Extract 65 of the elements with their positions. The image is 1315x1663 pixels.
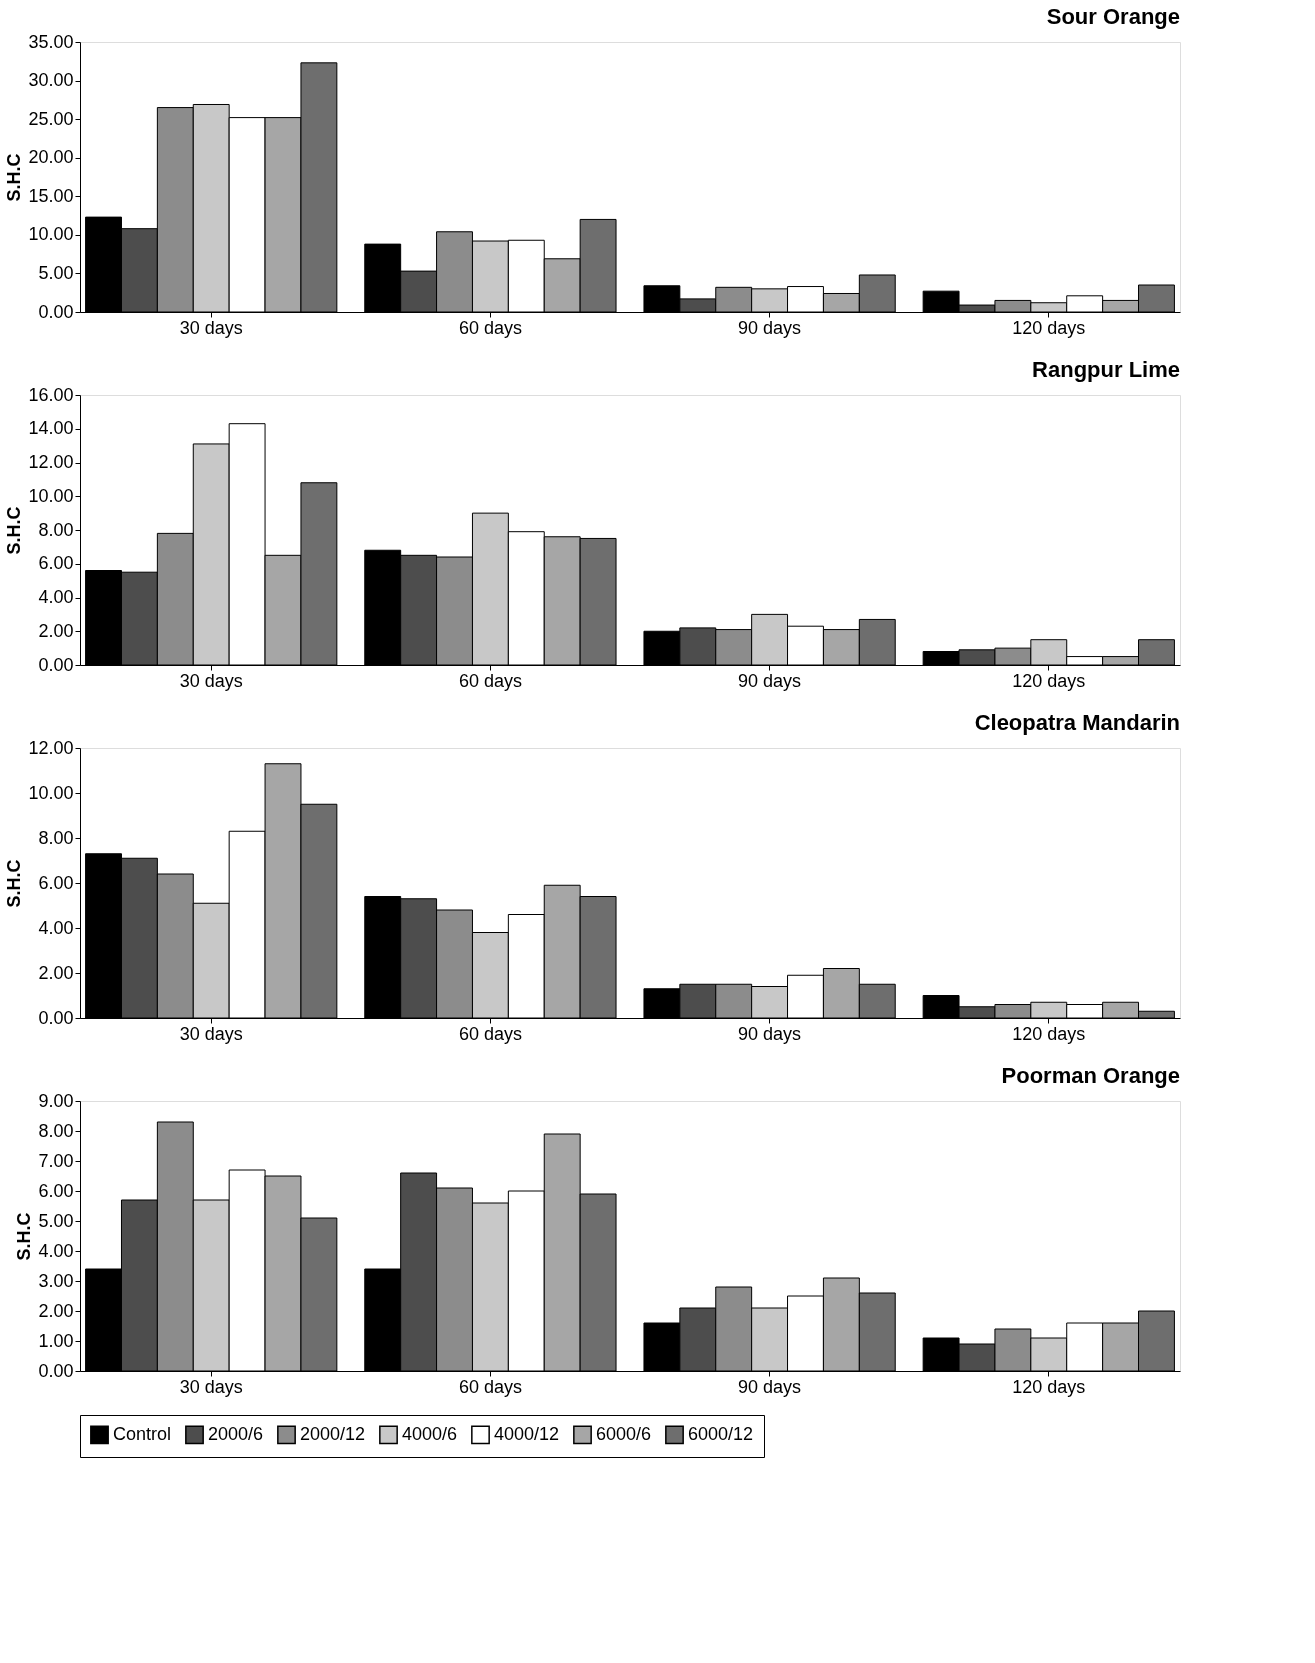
- x-tick-label: 90 days: [738, 670, 802, 691]
- y-tick-label: 25.00: [28, 108, 74, 129]
- y-tick-label: 20.00: [28, 147, 74, 168]
- y-axis-title: S.H.C: [4, 506, 25, 555]
- y-axis-title: S.H.C: [14, 1212, 35, 1261]
- y-tick-label: 12.00: [28, 452, 74, 472]
- y-tick-label: 6.00: [38, 1180, 74, 1201]
- y-tick-label: 5.00: [38, 262, 74, 283]
- y-tick-label: 0.00: [38, 301, 74, 322]
- y-tick-label: 8.00: [38, 827, 74, 848]
- y-tick-label: 8.00: [38, 1120, 74, 1141]
- y-axis-title: S.H.C: [4, 153, 25, 202]
- y-tick-label: 4.00: [38, 587, 74, 607]
- y-axis-title: S.H.C: [4, 859, 25, 908]
- x-tick-label: 30 days: [179, 1376, 243, 1397]
- x-tick-label: 60 days: [458, 1376, 522, 1397]
- y-tick-label: 14.00: [28, 418, 74, 439]
- x-tick-label: 90 days: [738, 1023, 802, 1044]
- legend-label: 4000/12: [494, 1423, 560, 1444]
- x-tick-label: 30 days: [179, 1023, 243, 1044]
- y-tick-label: 2.00: [38, 962, 74, 983]
- y-tick-label: 4.00: [38, 917, 74, 938]
- y-tick-label: 1.00: [38, 1330, 74, 1351]
- x-tick-label: 120 days: [1012, 670, 1086, 691]
- chart-title: Cleopatra Mandarin: [974, 710, 1180, 735]
- y-tick-label: 16.00: [28, 384, 74, 405]
- x-tick-label: 60 days: [458, 1023, 522, 1044]
- legend-label: 4000/6: [402, 1423, 458, 1444]
- y-tick-label: 5.00: [38, 1210, 74, 1231]
- x-tick-label: 60 days: [458, 670, 522, 691]
- x-tick-label: 120 days: [1012, 317, 1086, 338]
- x-tick-label: 120 days: [1012, 1376, 1086, 1397]
- y-tick-label: 6.00: [38, 872, 74, 893]
- y-tick-label: 8.00: [38, 519, 74, 540]
- y-tick-label: 2.00: [38, 1300, 74, 1321]
- y-tick-label: 0.00: [38, 1360, 74, 1381]
- y-tick-label: 10.00: [28, 485, 74, 506]
- y-tick-label: 7.00: [38, 1150, 74, 1171]
- y-tick-label: 15.00: [28, 185, 74, 206]
- y-tick-label: 10.00: [28, 782, 74, 803]
- legend-label: 6000/6: [596, 1423, 652, 1444]
- x-tick-label: 30 days: [179, 317, 243, 338]
- x-tick-label: 90 days: [738, 317, 802, 338]
- y-tick-label: 35.00: [28, 31, 74, 52]
- y-tick-label: 9.00: [38, 1090, 74, 1111]
- legend-label: Control: [113, 1423, 172, 1444]
- y-tick-label: 12.00: [28, 737, 74, 758]
- y-tick-label: 2.00: [38, 620, 74, 641]
- chart-title: Poorman Orange: [1001, 1063, 1180, 1088]
- x-tick-label: 60 days: [458, 317, 522, 338]
- legend-label: 2000/12: [300, 1423, 366, 1444]
- y-tick-label: 3.00: [38, 1270, 74, 1291]
- x-tick-label: 30 days: [179, 670, 243, 691]
- y-tick-label: 10.00: [28, 224, 74, 245]
- y-tick-label: 4.00: [38, 1240, 74, 1261]
- x-tick-label: 90 days: [738, 1376, 802, 1397]
- y-tick-label: 30.00: [28, 70, 74, 91]
- chart-title: Sour Orange: [1046, 4, 1180, 29]
- chart-title: Rangpur Lime: [1032, 357, 1180, 382]
- x-tick-label: 120 days: [1012, 1023, 1086, 1044]
- y-tick-label: 0.00: [38, 654, 74, 675]
- y-tick-label: 6.00: [38, 553, 74, 574]
- y-tick-label: 0.00: [38, 1007, 74, 1028]
- legend-label: 6000/12: [688, 1423, 754, 1444]
- legend-label: 2000/6: [208, 1423, 264, 1444]
